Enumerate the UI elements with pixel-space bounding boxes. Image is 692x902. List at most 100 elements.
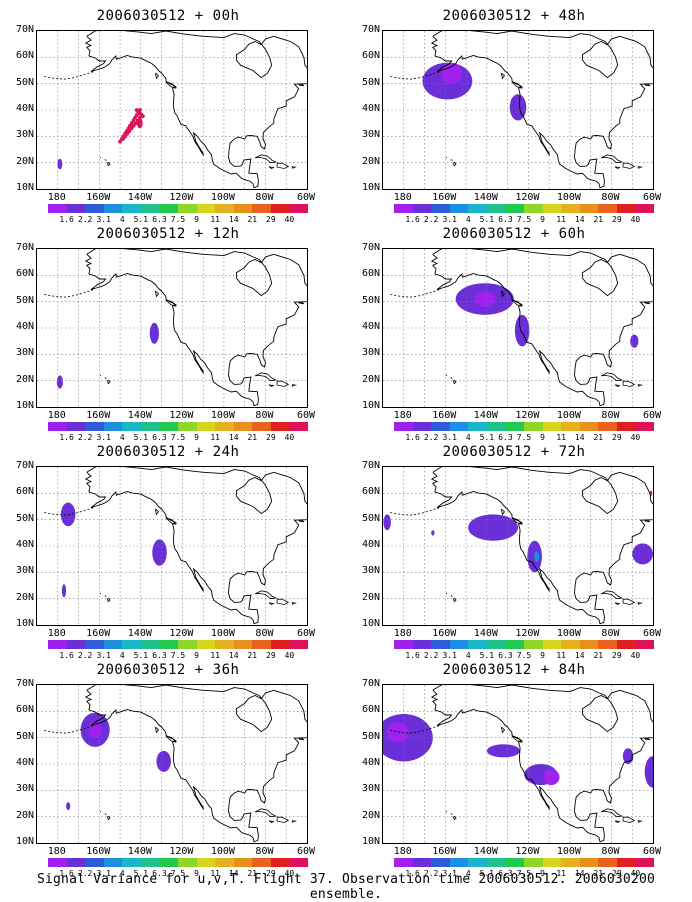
colorbar — [48, 858, 309, 867]
colorbar-swatch — [178, 640, 197, 649]
colorbar-swatch — [103, 422, 123, 431]
longitude-label: 80W — [601, 846, 620, 857]
variance-blob — [486, 744, 521, 758]
colorbar-label: 5.1 — [133, 651, 149, 660]
colorbar-label: 21 — [593, 215, 604, 224]
colorbar-label: 21 — [593, 651, 604, 660]
colorbar-label: 40 — [630, 651, 641, 660]
colorbar-label: 6.3 — [498, 869, 513, 878]
latitude-label: 20N — [15, 373, 34, 385]
coastline — [84, 685, 307, 843]
latitude-label: 30N — [15, 565, 34, 577]
colorbar-label: 6.3 — [498, 433, 513, 442]
latitude-label: 30N — [15, 347, 34, 359]
longitude-label: 80W — [255, 628, 274, 639]
longitude-label: 180 — [47, 192, 66, 203]
colorbar-label: 5.1 — [479, 869, 495, 878]
variance-blob — [156, 750, 171, 772]
colorbar-swatch — [635, 640, 655, 649]
colorbar-swatch — [233, 640, 253, 649]
longitude-label: 80W — [601, 192, 620, 203]
colorbar-swatch — [159, 422, 179, 431]
colorbar-label: 11 — [210, 215, 220, 224]
aleutian-islands — [43, 289, 94, 298]
latitude-label: 60N — [361, 268, 380, 280]
latitude-label: 30N — [361, 347, 380, 359]
observation-dot — [135, 118, 140, 123]
island-outline — [254, 808, 278, 818]
colorbar-label: 3.1 — [96, 215, 111, 224]
longitude-label: 60W — [296, 628, 316, 639]
longitude-label: 180 — [393, 846, 412, 857]
latitude-label: 40N — [361, 539, 380, 550]
colorbar-label: 40 — [630, 215, 641, 224]
colorbar-swatch — [524, 204, 543, 213]
map-panel: 2006030512 + 84h 70N 60N 50N 40N 30N 20N 10N 180… — [346, 654, 682, 878]
colorbar-label: 7.5 — [516, 215, 532, 224]
latitude-label: 50N — [15, 730, 34, 742]
longitude-label: 100W — [556, 628, 581, 639]
colorbar-label: 14 — [574, 651, 585, 660]
variance-blob — [66, 802, 71, 811]
aleutian-islands — [43, 725, 94, 734]
colorbar-swatch — [159, 858, 179, 867]
colorbar-swatch — [252, 858, 271, 867]
colorbar-swatch — [270, 858, 290, 867]
island-outline — [614, 820, 621, 823]
variance-blob — [383, 514, 391, 531]
colorbar-swatch — [289, 204, 309, 213]
island-outline — [511, 299, 523, 307]
panel-title: 2006030512 + 84h — [442, 662, 586, 678]
longitude-label: 100W — [556, 410, 581, 421]
colorbar-label: 21 — [247, 651, 258, 660]
longitude-label: 80W — [255, 846, 274, 857]
colorbar-label: 11 — [210, 869, 220, 878]
colorbar-label: 14 — [574, 215, 585, 224]
panel-title: 2006030512 + 60h — [442, 226, 586, 242]
colorbar-swatch — [524, 858, 543, 867]
latitude-label: 70N — [361, 24, 380, 35]
observation-dot — [134, 113, 139, 118]
colorbar-label: 40 — [630, 433, 641, 442]
island-outline — [99, 810, 102, 812]
island-outline — [445, 592, 448, 594]
colorbar-swatch — [215, 422, 234, 431]
colorbar-swatch — [85, 422, 104, 431]
map-canvas — [37, 685, 307, 843]
colorbar-label: 11 — [210, 651, 220, 660]
map-frame — [382, 684, 654, 844]
colorbar-swatch — [412, 422, 432, 431]
map-canvas — [37, 467, 307, 625]
latitude-label: 20N — [15, 591, 34, 603]
colorbar-label: 3.1 — [96, 869, 111, 878]
longitude-label: 80W — [255, 192, 274, 203]
colorbar-label: 6.3 — [498, 651, 513, 660]
colorbar-label: 9 — [540, 215, 545, 224]
colorbar-swatch — [48, 422, 67, 431]
longitude-label: 80W — [601, 410, 620, 421]
variance-blob — [57, 158, 63, 170]
colorbar-label: 6.3 — [152, 869, 167, 878]
latitude-label: 10N — [15, 400, 34, 411]
latitude-label: 60N — [361, 704, 380, 716]
coastline — [84, 31, 307, 189]
observation-dot — [129, 121, 134, 126]
longitude-label: 140W — [473, 192, 498, 203]
colorbar-label: 7.5 — [170, 215, 186, 224]
aleutian-islands — [389, 71, 440, 80]
colorbar-swatch — [412, 858, 432, 867]
island-outline — [453, 597, 457, 603]
colorbar-swatch — [196, 640, 216, 649]
map-canvas — [37, 31, 307, 189]
colorbar-swatch — [431, 422, 450, 431]
colorbar-swatch — [178, 422, 197, 431]
longitude-label: 180 — [393, 410, 412, 421]
longitude-label: 160W — [432, 192, 457, 203]
colorbar-swatch — [196, 858, 216, 867]
colorbar-label: 2.2 — [423, 869, 439, 878]
island-outline — [622, 162, 636, 169]
island-outline — [99, 374, 102, 376]
colorbar-label: 6.3 — [152, 651, 167, 660]
observation-dot — [131, 123, 136, 128]
island-outline — [268, 820, 275, 823]
